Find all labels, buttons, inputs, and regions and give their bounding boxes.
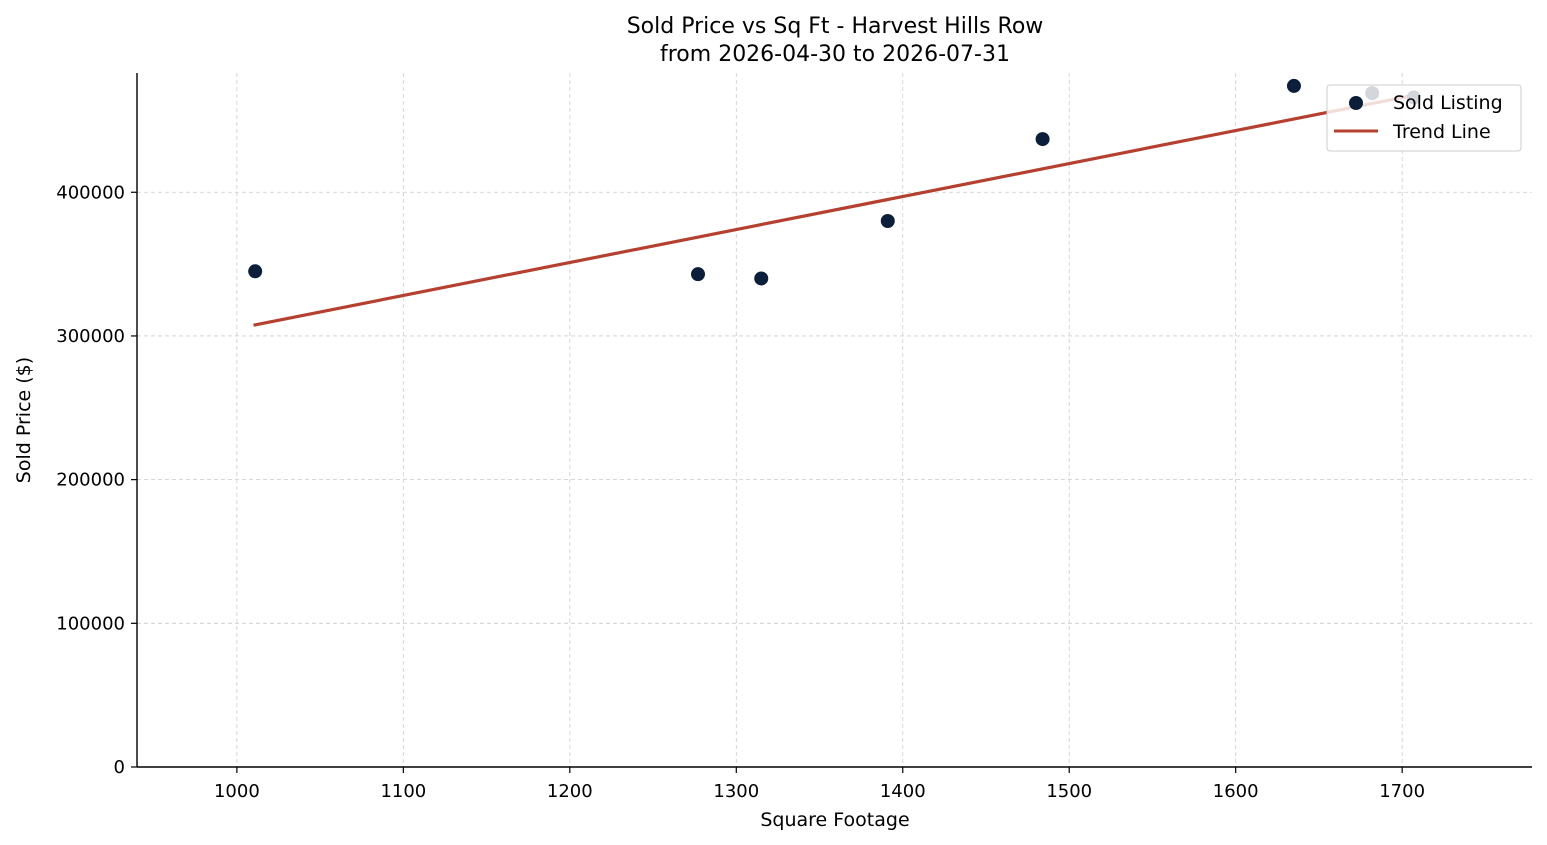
y-tick-label-4: 400000 <box>56 182 125 203</box>
legend-marker-sold-listing <box>1349 96 1363 110</box>
y-ticks: 0 100000 200000 300000 400000 <box>56 182 137 778</box>
y-tick-label-3: 300000 <box>56 326 125 347</box>
scatter-point <box>690 267 705 282</box>
x-axis-label: Square Footage <box>760 809 909 831</box>
x-tick-label-3: 1300 <box>713 781 759 802</box>
trend-line <box>253 93 1415 327</box>
x-tick-label-6: 1600 <box>1213 781 1259 802</box>
legend-label-trend-line: Trend Line <box>1392 121 1491 143</box>
scatter-point <box>248 264 263 279</box>
trend-line-layer <box>253 93 1415 327</box>
gridlines <box>137 73 1532 767</box>
scatter-point <box>1035 132 1050 147</box>
x-tick-label-1: 1100 <box>380 781 426 802</box>
legend: Sold Listing Trend Line <box>1326 84 1522 152</box>
x-ticks: 1000 1100 1200 1300 1400 1500 1600 1700 <box>214 767 1425 802</box>
chart-title: Sold Price vs Sq Ft - Harvest Hills Row <box>627 14 1044 39</box>
x-tick-label-5: 1500 <box>1046 781 1092 802</box>
x-tick-label-4: 1400 <box>880 781 926 802</box>
y-axis-label: Sold Price ($) <box>13 357 35 483</box>
x-tick-label-2: 1200 <box>547 781 593 802</box>
scatter-point <box>754 271 769 286</box>
x-tick-label-7: 1700 <box>1379 781 1425 802</box>
y-tick-label-1: 100000 <box>56 613 125 634</box>
chart-subtitle: from 2026-04-30 to 2026-07-31 <box>660 42 1010 67</box>
axes <box>136 73 1532 768</box>
y-tick-label-2: 200000 <box>56 470 125 491</box>
legend-label-sold-listing: Sold Listing <box>1393 92 1503 114</box>
x-tick-label-0: 1000 <box>214 781 260 802</box>
points-layer <box>248 78 1421 286</box>
y-tick-label-0: 0 <box>114 757 125 778</box>
scatter-point <box>880 213 895 228</box>
legend-box <box>1326 84 1522 152</box>
scatter-point <box>1286 78 1301 93</box>
